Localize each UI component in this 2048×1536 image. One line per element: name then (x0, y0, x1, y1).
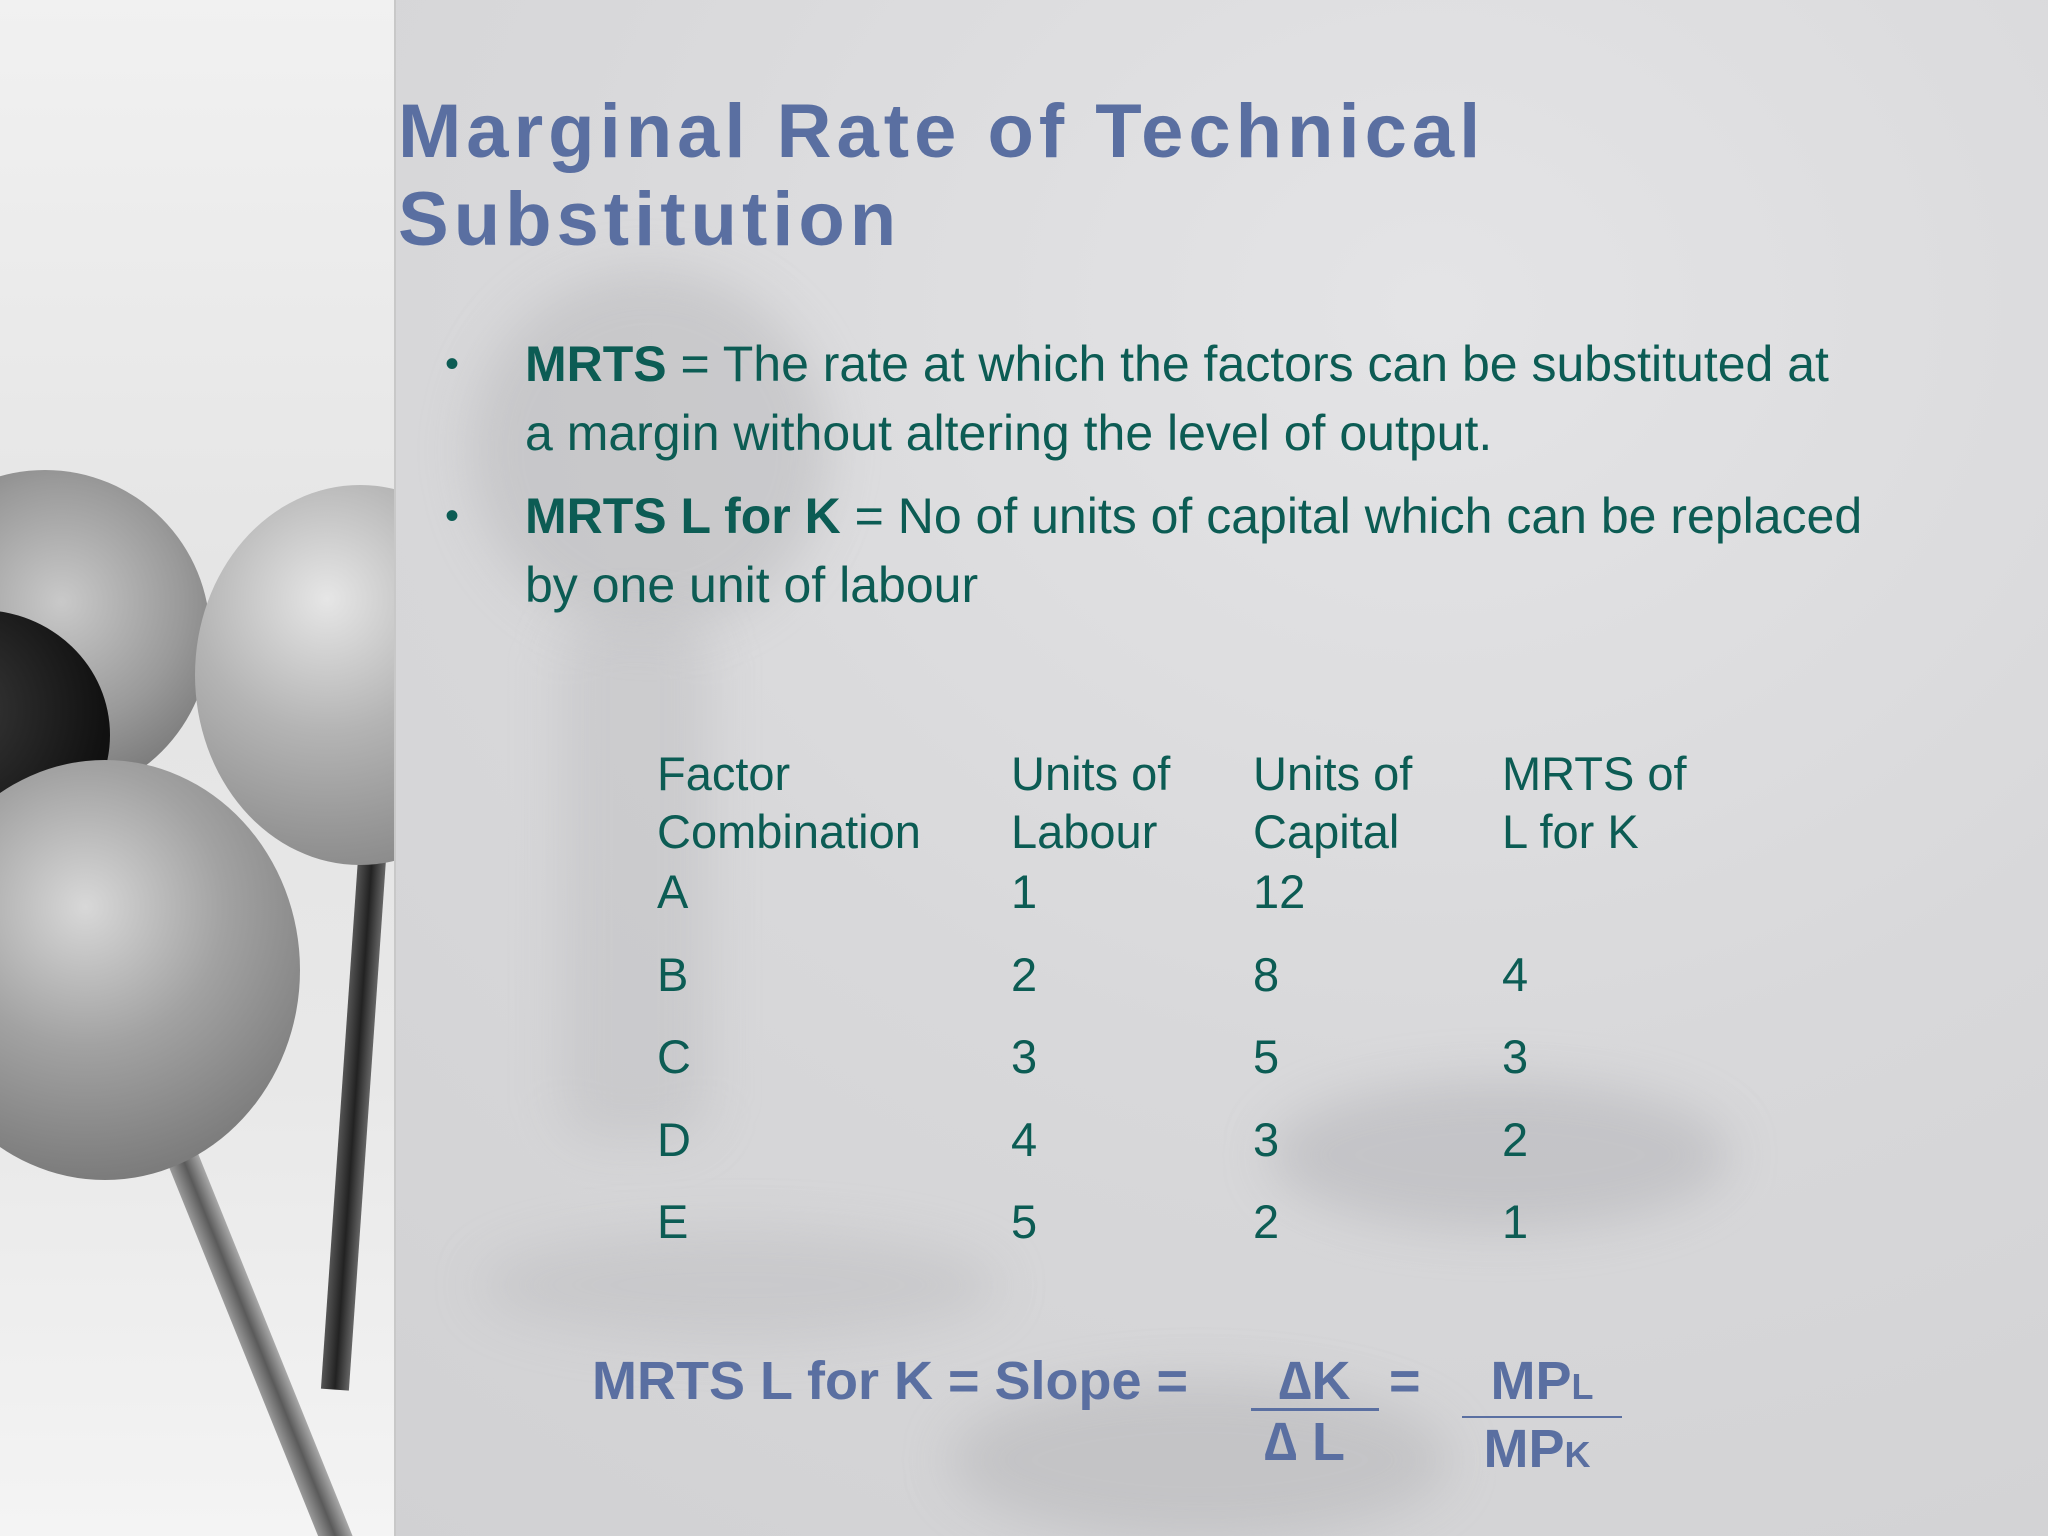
fraction-denominator: MPK (1447, 1418, 1627, 1486)
table-cell: 1 (1502, 1195, 1529, 1248)
background-ghost-shape (480, 1230, 1000, 1340)
bullet-list: • MRTS = The rate at which the factors c… (445, 330, 1865, 634)
title-line-2: Substitution (398, 177, 902, 262)
bullet-icon: • (445, 342, 460, 386)
background-ghost-shape (470, 270, 830, 630)
header-line: Factor (657, 747, 791, 800)
table-cell: 4 (1011, 1112, 1038, 1166)
fraction-bar (1462, 1416, 1622, 1418)
bullet-text: = The rate at which the factors can be s… (525, 336, 1829, 461)
table-cell: 8 (1253, 947, 1280, 1001)
header-line: Units of (1011, 747, 1171, 800)
mrts-table: Factor Combination Units of Labour Units… (657, 745, 1857, 1276)
header-line: Units of (1253, 747, 1413, 800)
table-body: A 1 12 B 2 8 4 C 3 5 3 D 4 3 2 (657, 863, 1857, 1276)
table-row: E 5 2 1 (657, 1193, 1857, 1276)
table-cell: 4 (1502, 947, 1529, 1001)
fraction-numerator: MPL (1457, 1350, 1627, 1418)
bullet-text: = No of units of capital which can be re… (525, 488, 1863, 613)
table-cell: C (657, 1030, 691, 1083)
table-cell: 3 (1502, 1030, 1529, 1083)
background-ghost-shape (560, 620, 710, 1140)
table-cell: 5 (1253, 1030, 1280, 1083)
bullet-term: MRTS (525, 336, 667, 392)
bullet-term: MRTS L for K (525, 488, 841, 544)
fraction-delta-k-over-delta-l: ∆K ∆ L (1247, 1350, 1382, 1473)
numerator-subscript: L (1571, 1366, 1594, 1407)
header-line: L for K (1502, 805, 1639, 858)
header-line: MRTS of (1502, 747, 1687, 800)
header-line: Labour (1011, 805, 1158, 858)
title-line-1: Marginal Rate of Technical (398, 89, 1486, 174)
table-cell: 5 (1011, 1195, 1038, 1248)
table-cell: A (657, 865, 689, 918)
numerator-main: MP (1490, 1351, 1572, 1411)
denominator-main: MP (1483, 1419, 1565, 1479)
table-cell: 2 (1253, 1195, 1280, 1248)
table-cell: 12 (1253, 865, 1306, 918)
slide-title: Marginal Rate of Technical Substitution (398, 88, 1998, 264)
table-row: D 4 3 2 (657, 1111, 1857, 1194)
table-row: B 2 8 4 (657, 946, 1857, 1029)
table-cell: 3 (1253, 1112, 1280, 1166)
table-cell: 1 (1011, 865, 1038, 918)
background-ghost-shape (950, 1380, 1450, 1536)
table-cell: 2 (1011, 947, 1038, 1001)
table-cell: B (657, 947, 689, 1001)
table-cell: E (657, 1195, 689, 1248)
header-line: Combination (657, 805, 921, 858)
header-line: Capital (1253, 805, 1400, 858)
bullet-item-mrts: • MRTS = The rate at which the factors c… (445, 330, 1865, 468)
table-header-cell: Units of Labour (1011, 745, 1253, 863)
fraction-numerator: ∆K (1278, 1351, 1351, 1411)
table-header-row: Factor Combination Units of Labour Units… (657, 745, 1857, 863)
background-ghost-shape (1270, 1080, 1730, 1230)
formula-lhs: MRTS L for K = Slope = (592, 1351, 1189, 1411)
fraction-bar (1250, 1408, 1379, 1411)
table-header-cell: Units of Capital (1253, 745, 1502, 863)
table-header-cell: MRTS of L for K (1502, 745, 1752, 863)
mrts-formula: MRTS L for K = Slope = ∆K ∆ L = MPL MPK (592, 1340, 1792, 1480)
bullet-item-mrts-l-for-k: • MRTS L for K = No of units of capital … (445, 482, 1865, 620)
denominator-subscript: K (1564, 1434, 1591, 1475)
fraction-denominator: ∆ L (1263, 1412, 1346, 1472)
table-cell: 3 (1011, 1030, 1038, 1083)
formula-equals: = (1389, 1351, 1421, 1411)
table-cell: D (657, 1112, 691, 1166)
push-pin-image (0, 0, 396, 1536)
table-cell: 2 (1502, 1112, 1529, 1166)
table-header-cell: Factor Combination (657, 745, 1011, 863)
table-row: C 3 5 3 (657, 1028, 1857, 1111)
fraction-mpl-over-mpk: MPL MPK (1457, 1350, 1627, 1486)
table-row: A 1 12 (657, 863, 1857, 946)
pin-head-shape (0, 760, 300, 1180)
pin-needle-shape (320, 830, 388, 1391)
bullet-icon: • (445, 494, 460, 538)
